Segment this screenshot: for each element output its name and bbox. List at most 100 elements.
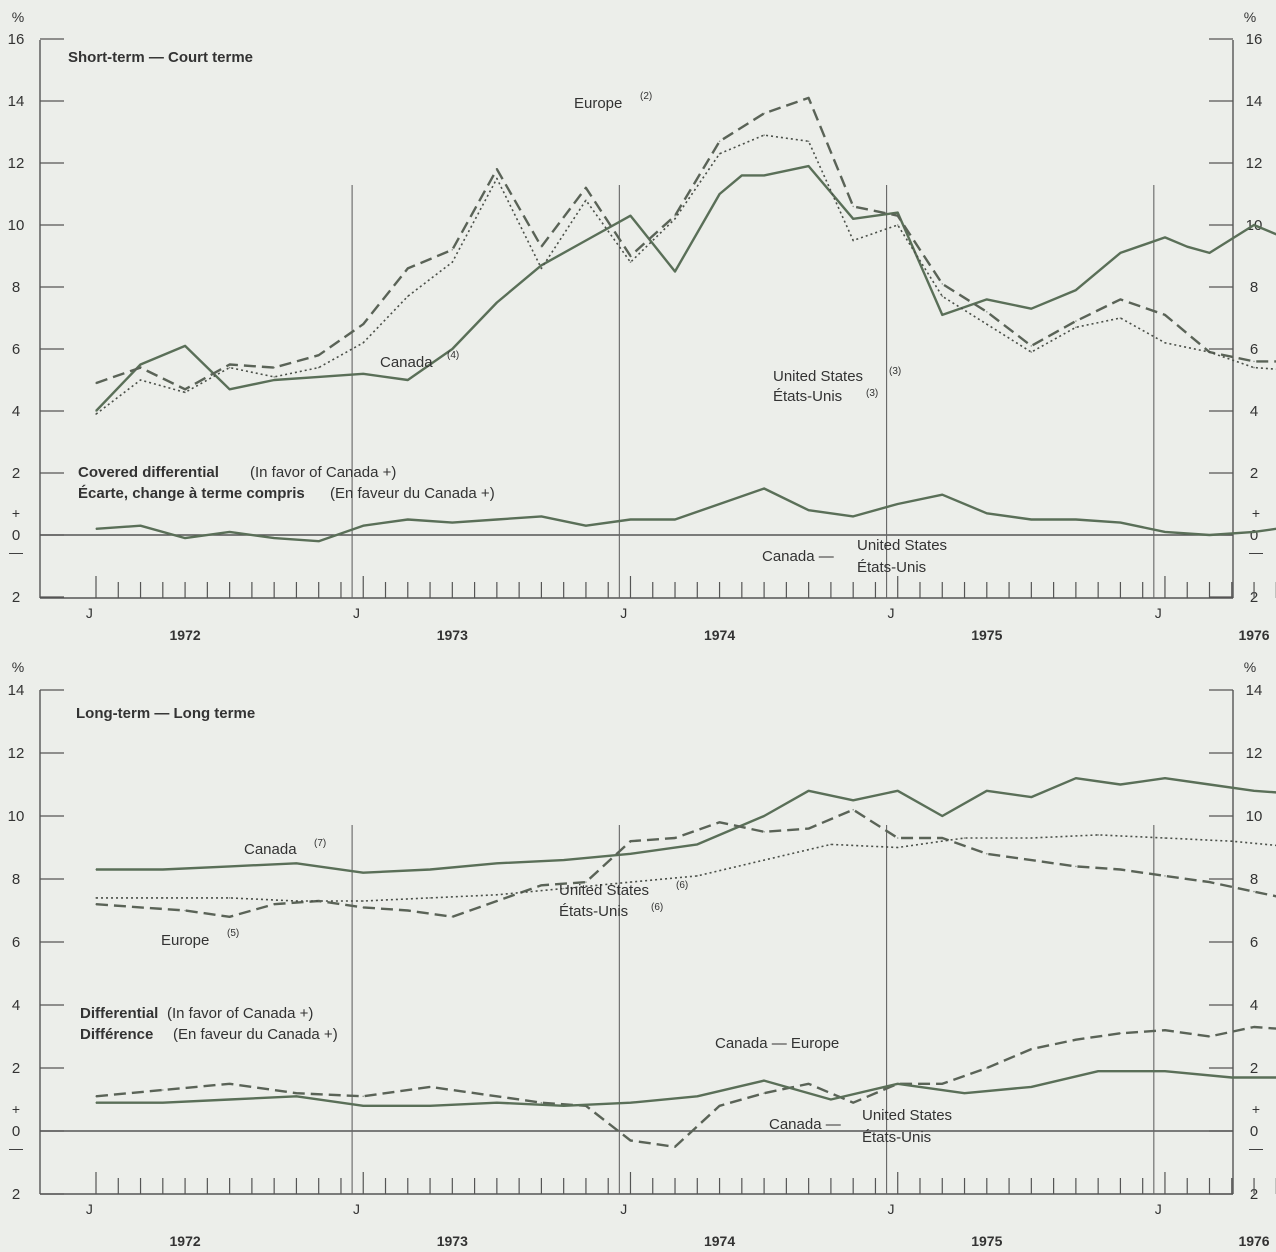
data-point [362, 323, 365, 326]
minus-sign-left: — [9, 1140, 23, 1156]
data-point [629, 881, 632, 883]
data-point [317, 366, 320, 369]
data-point [407, 909, 409, 912]
data-point [451, 348, 454, 350]
x-year-label: 1976 [1238, 627, 1269, 643]
data-point [162, 1101, 164, 1104]
data-point [696, 875, 699, 877]
data-point [228, 865, 231, 868]
series-line-canada-7- [96, 777, 1276, 874]
data-point [1030, 1086, 1033, 1088]
minus-sign-right: — [1249, 1140, 1263, 1156]
canada-europe-label: Canada — Europe [715, 1035, 839, 1052]
data-point [540, 245, 543, 248]
data-point [696, 1095, 699, 1098]
data-point [941, 837, 944, 839]
data-point [540, 1101, 543, 1104]
data-point [941, 314, 944, 316]
data-point [184, 391, 186, 394]
data-point [562, 887, 565, 890]
data-point [1208, 1035, 1211, 1038]
data-point [362, 900, 365, 902]
data-point [1075, 289, 1077, 291]
y-tick-label-right: 12 [1246, 745, 1263, 762]
data-point [986, 311, 988, 313]
data-point [718, 140, 721, 143]
data-point [896, 1083, 899, 1085]
y-tick-label-left: 2 [12, 465, 20, 482]
data-point [763, 112, 765, 115]
data-point [496, 1101, 498, 1104]
data-point [1075, 1038, 1077, 1041]
data-point [807, 509, 810, 512]
data-point [963, 837, 966, 839]
data-point [496, 301, 498, 304]
data-point [896, 224, 899, 226]
data-point [896, 837, 899, 839]
data-point [317, 540, 320, 542]
data-point [139, 379, 142, 381]
data-point [562, 859, 565, 861]
differential-title-fr: Différence [80, 1026, 153, 1043]
y-tick-label-left: 12 [8, 155, 25, 172]
data-point [807, 1083, 810, 1085]
data-point [763, 831, 765, 833]
data-point [986, 853, 988, 855]
data-point [741, 174, 743, 177]
y-tick-label-right: 6 [1250, 341, 1258, 358]
data-point [1119, 317, 1122, 319]
x-month-label: J [620, 605, 627, 621]
data-point [852, 205, 854, 208]
data-point [1164, 314, 1166, 316]
data-point [986, 512, 988, 515]
x-year-label: 1976 [1238, 1233, 1269, 1249]
europe-label-sup: (2) [640, 91, 652, 102]
series-line-united-states-3- [95, 134, 1276, 415]
data-point [228, 1098, 231, 1101]
y-tick-label-right: 8 [1250, 871, 1258, 888]
x-year-label: 1974 [704, 1233, 735, 1249]
data-point [674, 218, 676, 220]
data-point [95, 897, 97, 899]
data-point [1164, 837, 1166, 839]
data-point [407, 518, 409, 521]
diff-eu-label: États-Unis [862, 1129, 931, 1146]
y-tick-label-left: 10 [8, 808, 25, 825]
y-tick-label-right: 2 [1250, 1186, 1258, 1203]
data-point [585, 881, 587, 883]
data-point [1253, 790, 1255, 792]
plus-sign-left: + [12, 505, 20, 521]
differential-note: (In favor of Canada +) [250, 464, 396, 481]
data-point [451, 521, 454, 524]
data-point [852, 799, 854, 802]
x-year-label: 1972 [170, 1233, 201, 1249]
data-point [362, 342, 365, 344]
data-point [852, 218, 854, 220]
data-point [1208, 783, 1211, 786]
data-point [696, 843, 699, 846]
y-tick-label-right: 0 [1250, 527, 1258, 544]
canada-label: Canada [244, 841, 297, 858]
data-point [184, 345, 186, 347]
y-tick-label-left: 2 [12, 1060, 20, 1077]
x-month-label: J [353, 605, 360, 621]
etats-unis-label: États-Unis [773, 388, 842, 405]
x-year-label: 1975 [971, 1233, 1002, 1249]
data-point [317, 376, 320, 378]
data-point [496, 168, 498, 170]
data-point [295, 900, 298, 902]
right-unit-label: % [1244, 9, 1256, 25]
data-point [830, 1098, 832, 1101]
data-point [496, 177, 498, 180]
minus-sign-left: — [9, 544, 23, 560]
y-tick-label-left: 0 [12, 527, 20, 544]
data-point [317, 900, 320, 902]
data-point [629, 214, 632, 217]
data-point [1030, 307, 1033, 310]
plus-sign-right: + [1252, 1101, 1260, 1117]
data-point [228, 531, 231, 533]
data-point [1030, 518, 1033, 521]
x-year-label: 1975 [971, 627, 1002, 643]
data-point [162, 868, 164, 871]
data-point [540, 264, 543, 267]
